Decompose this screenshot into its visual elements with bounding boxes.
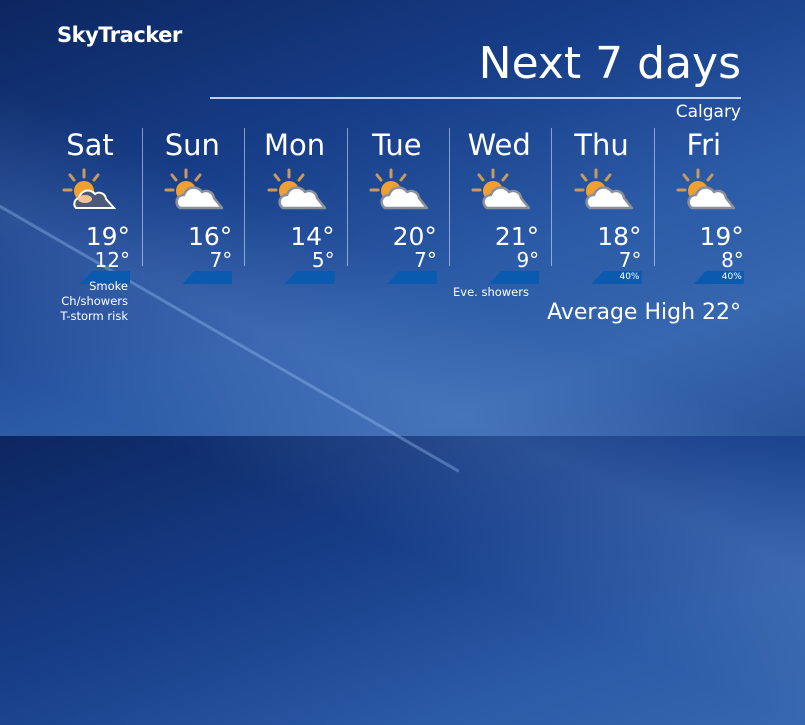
precip-bar <box>386 271 437 284</box>
day-column-sun: Sun 16° 7° <box>140 128 244 288</box>
day-name: Tue <box>372 128 422 162</box>
skytracker-logo: SkyTracker <box>57 23 182 47</box>
day-column-tue: Tue 20° 7° <box>345 128 449 288</box>
high-temp: 14° <box>290 222 335 251</box>
low-temp: 8° <box>721 248 744 272</box>
day-name: Wed <box>467 128 531 162</box>
sat-note: Smoke Ch/showers T-storm risk <box>60 279 128 323</box>
day-name: Mon <box>264 128 326 162</box>
high-temp: 20° <box>392 222 437 251</box>
partly-cloudy-icon <box>676 168 736 210</box>
precip-chance: 40% <box>619 272 640 282</box>
precip-bar <box>489 271 540 284</box>
high-temp: 21° <box>494 222 540 251</box>
precip-bar <box>591 271 642 284</box>
column-divider <box>142 128 143 266</box>
wed-note: Eve. showers <box>453 285 529 299</box>
partly-cloudy-icon <box>267 168 326 210</box>
sun-smoke-cloud-icon <box>62 168 117 209</box>
day-name: Thu <box>574 128 629 162</box>
low-temp: 5° <box>311 248 335 272</box>
column-divider <box>448 128 450 266</box>
precip-bar <box>182 271 233 284</box>
high-temp: 19° <box>699 222 744 251</box>
partly-cloudy-icon <box>164 168 224 210</box>
day-column-wed: Wed 21° 9° <box>447 128 551 288</box>
day-name: Sat <box>66 128 114 162</box>
column-divider <box>653 128 655 266</box>
high-temp: 16° <box>187 222 233 251</box>
day-name: Sun <box>164 128 220 162</box>
column-divider <box>346 128 348 266</box>
high-temp: 18° <box>597 222 642 251</box>
day-column-mon: Mon 14° 5° <box>243 128 347 288</box>
low-temp: 12° <box>94 248 130 272</box>
day-name: Fri <box>686 128 722 162</box>
low-temp: 7° <box>209 248 233 272</box>
average-high: Average High 22° <box>547 300 741 325</box>
day-column-fri: Fri 19° 8° 40% <box>652 128 756 288</box>
precip-bar <box>284 271 335 284</box>
low-temp: 7° <box>414 248 437 272</box>
low-temp: 9° <box>516 248 540 272</box>
location-label: Calgary <box>675 102 741 122</box>
partly-cloudy-icon <box>574 168 633 210</box>
day-column-sat: Sat 19° 12° <box>38 128 142 288</box>
partly-cloudy-icon <box>369 168 429 210</box>
precip-bar <box>80 271 130 284</box>
precip-bar <box>693 271 744 284</box>
page-title: Next 7 days <box>478 38 741 89</box>
high-temp: 19° <box>85 222 130 251</box>
column-divider <box>244 128 246 266</box>
title-divider <box>210 97 741 99</box>
day-column-thu: Thu 18° 7° 40% <box>550 128 654 288</box>
low-temp: 7° <box>618 248 642 272</box>
partly-cloudy-icon <box>471 168 531 210</box>
precip-chance: 40% <box>721 272 742 282</box>
column-divider <box>551 128 553 266</box>
